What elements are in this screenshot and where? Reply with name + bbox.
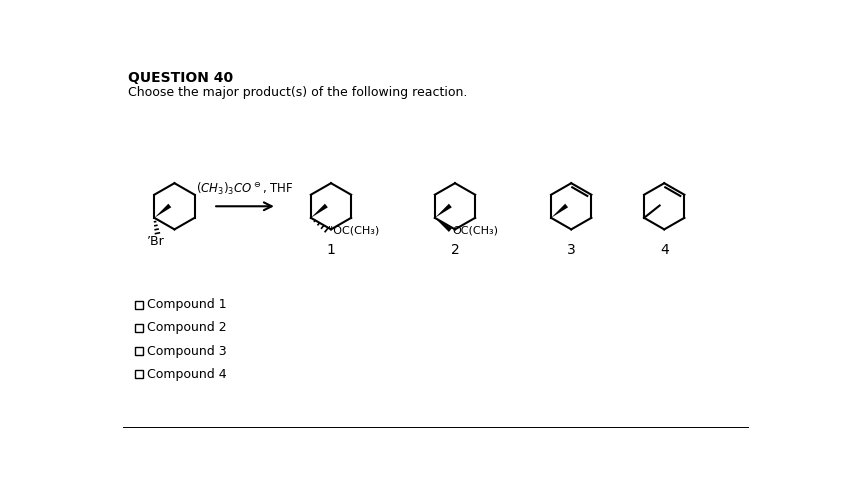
Polygon shape xyxy=(155,204,171,218)
Text: ’Br: ’Br xyxy=(146,235,164,248)
Polygon shape xyxy=(435,218,452,232)
Bar xyxy=(135,347,143,355)
Bar xyxy=(135,370,143,378)
Text: QUESTION 40: QUESTION 40 xyxy=(128,71,233,85)
Text: 4: 4 xyxy=(660,243,669,257)
Text: 2: 2 xyxy=(450,243,459,257)
Polygon shape xyxy=(311,204,328,218)
Text: OC(CH₃): OC(CH₃) xyxy=(452,225,498,235)
Text: $(CH_3)_3CO^\ominus$, THF: $(CH_3)_3CO^\ominus$, THF xyxy=(196,181,294,197)
Text: 3: 3 xyxy=(567,243,575,257)
Bar xyxy=(135,324,143,332)
Text: Compound 4: Compound 4 xyxy=(147,368,227,381)
Bar xyxy=(135,301,143,309)
Text: ''OC(CH₃): ''OC(CH₃) xyxy=(328,225,380,235)
Text: 1: 1 xyxy=(326,243,336,257)
Text: Compound 2: Compound 2 xyxy=(147,321,227,335)
Text: Compound 3: Compound 3 xyxy=(147,344,227,357)
Text: Compound 1: Compound 1 xyxy=(147,299,227,311)
Polygon shape xyxy=(435,204,452,218)
Polygon shape xyxy=(551,204,568,218)
Text: Choose the major product(s) of the following reaction.: Choose the major product(s) of the follo… xyxy=(128,86,468,99)
